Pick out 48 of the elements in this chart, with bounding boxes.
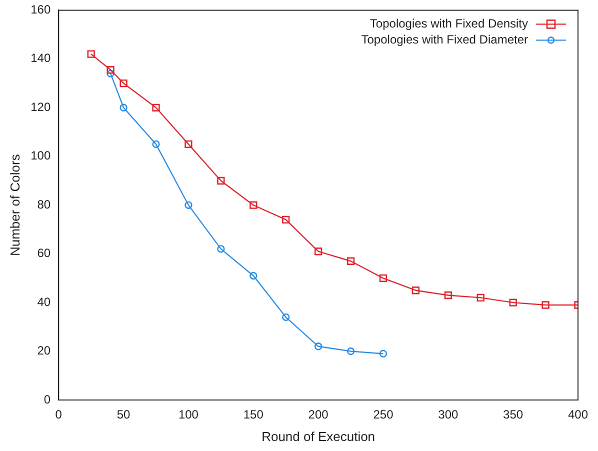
point (444, 291, 452, 300)
x-tick-label: 200 (308, 408, 329, 422)
point (379, 274, 388, 282)
y-tick-label: 60 (37, 246, 51, 260)
point (346, 257, 355, 265)
point (250, 201, 258, 209)
point (282, 313, 290, 322)
x-tick-label: 350 (503, 408, 524, 422)
legend-label: Topologies with Fixed Density (370, 16, 528, 31)
y-tick-label: 120 (30, 100, 51, 114)
point (87, 50, 95, 58)
point (346, 347, 355, 356)
point (120, 104, 128, 112)
point (250, 272, 258, 280)
x-tick-label: 250 (373, 408, 394, 422)
y-tick-label: 0 (44, 392, 51, 406)
y-tick-label: 160 (30, 2, 51, 17)
point (217, 176, 225, 185)
point (314, 342, 322, 350)
x-tick-label: 50 (116, 408, 131, 422)
point (106, 70, 114, 78)
point (184, 140, 192, 148)
y-tick-label: 100 (30, 148, 51, 163)
y-tick-label: 80 (37, 197, 51, 212)
x-tick-label: 400 (568, 408, 588, 422)
x-axis-title: Round of Execution (262, 428, 376, 444)
point (509, 298, 517, 306)
point (476, 294, 484, 302)
point (314, 248, 322, 256)
point (379, 350, 388, 358)
x-tick-label: 150 (243, 408, 264, 422)
point (542, 301, 550, 309)
point (152, 104, 160, 112)
y-axis-title: Number of Colors (7, 154, 22, 256)
y-tick-label: 140 (30, 51, 51, 66)
x-tick-label: 300 (438, 408, 458, 422)
y-tick-label: 40 (37, 294, 51, 309)
point (412, 286, 420, 294)
legend-label: Topologies with Fixed Diameter (361, 32, 528, 47)
point (106, 66, 114, 74)
y-tick-label: 20 (37, 344, 51, 358)
point (120, 79, 128, 88)
point (282, 216, 290, 224)
point (152, 140, 160, 148)
x-tick-label: 0 (55, 408, 62, 422)
point (217, 245, 225, 253)
x-tick-label: 100 (178, 408, 199, 422)
point (184, 201, 192, 209)
